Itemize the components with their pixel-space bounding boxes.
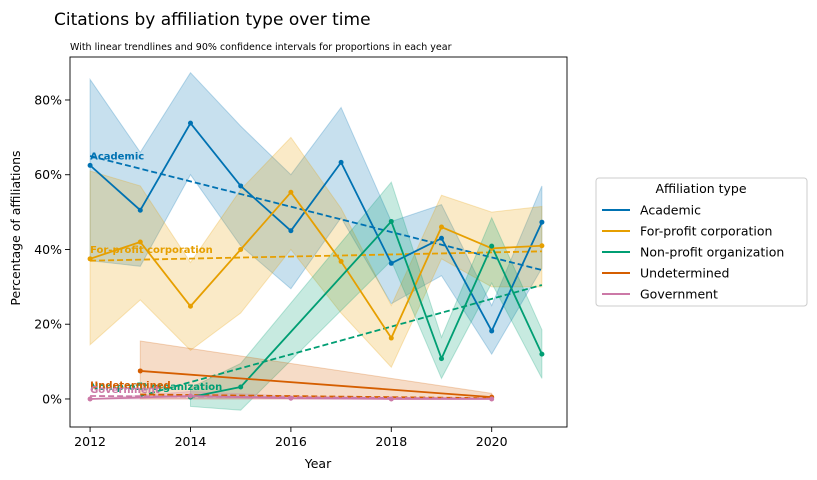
- x-tick-label: 2018: [375, 434, 407, 449]
- for-profit-corporation-point: [539, 243, 545, 249]
- non-profit-organization-point: [489, 243, 495, 249]
- academic-point: [489, 328, 495, 334]
- academic-trendline: [89, 155, 543, 271]
- for-profit-corporation-point: [137, 239, 143, 245]
- for-profit-corporation-point: [238, 246, 244, 252]
- legend-box: [595, 177, 808, 307]
- legend-label-undetermined: Undetermined: [640, 266, 729, 281]
- y-tick-label: 60%: [34, 167, 62, 182]
- plot-frame: [69, 56, 568, 428]
- non-profit-organization-point: [438, 356, 444, 362]
- legend: Affiliation type Academic For-profit corp…: [595, 177, 808, 307]
- y-axis-label: Percentage of affiliations: [8, 150, 23, 305]
- academic-confidence-band: [89, 71, 543, 356]
- for-profit-corporation-point: [438, 224, 444, 230]
- x-tick-label: 2014: [175, 434, 207, 449]
- academic-point: [87, 162, 93, 168]
- academic-point: [187, 120, 193, 126]
- legend-title: Affiliation type: [655, 181, 746, 196]
- government-inline-label: Government: [90, 385, 160, 396]
- for-profit-corporation-point: [187, 303, 193, 309]
- for-profit-corporation-confidence-band: [89, 136, 543, 369]
- y-tick-label: 40%: [34, 242, 62, 257]
- academic-inline-label: Academic: [90, 151, 144, 162]
- academic-point: [288, 228, 294, 234]
- y-tick-label: 0%: [42, 391, 62, 406]
- series-lines: [89, 122, 543, 400]
- undetermined-line: [140, 370, 492, 398]
- non-profit-organization-trendline: [140, 284, 543, 397]
- government-point: [187, 393, 193, 399]
- non-profit-organization-point: [539, 351, 545, 357]
- non-profit-organization-inline-label: Non-profit organization: [90, 382, 222, 393]
- academic-point: [539, 219, 545, 225]
- confidence-bands: [89, 71, 543, 411]
- non-profit-organization-line: [190, 220, 543, 398]
- for-profit-corporation-line: [89, 191, 542, 339]
- for-profit-corporation-point: [87, 256, 93, 262]
- inline-labels: Academic For-profit corporation Non-profit…: [90, 151, 222, 396]
- academic-point: [338, 159, 344, 165]
- x-axis-label: Year: [304, 456, 332, 471]
- undetermined-inline-label: Undetermined: [90, 380, 171, 391]
- y-axis-ticks: 0% 20% 40% 60% 80%: [34, 92, 70, 406]
- y-tick-label: 20%: [34, 317, 62, 332]
- for-profit-corporation-point: [288, 189, 294, 195]
- non-profit-organization-point: [388, 218, 394, 224]
- x-tick-label: 2016: [275, 434, 307, 449]
- legend-label-government: Government: [640, 287, 718, 302]
- undetermined-point: [137, 368, 143, 374]
- academic-line: [89, 122, 543, 332]
- legend-label-academic: Academic: [640, 203, 701, 218]
- government-point: [87, 396, 93, 402]
- government-point: [288, 395, 294, 401]
- legend-label-for-profit-corporation: For-profit corporation: [640, 224, 772, 239]
- for-profit-corporation-point: [338, 258, 344, 264]
- y-tick-label: 80%: [34, 92, 62, 107]
- non-profit-organization-confidence-band: [189, 181, 543, 411]
- academic-point: [238, 183, 244, 189]
- series-points: [87, 120, 545, 402]
- non-profit-organization-point: [238, 384, 244, 390]
- academic-point: [438, 235, 444, 241]
- for-profit-corporation-point: [388, 335, 394, 341]
- for-profit-corporation-inline-label: For-profit corporation: [90, 245, 213, 256]
- academic-point: [137, 207, 143, 213]
- for-profit-corporation-trendline: [90, 250, 542, 262]
- government-point: [489, 396, 495, 402]
- academic-point: [388, 260, 394, 266]
- x-tick-label: 2012: [74, 434, 106, 449]
- chart-subtitle: With linear trendlines and 90% confidenc…: [70, 42, 452, 53]
- chart-title: Citations by affiliation type over time: [54, 10, 371, 30]
- legend-label-non-profit-organization: Non-profit organization: [640, 245, 784, 260]
- government-point: [388, 396, 394, 402]
- x-axis-ticks: 2012 2014 2016 2018 2020: [74, 427, 508, 449]
- x-tick-label: 2020: [476, 434, 508, 449]
